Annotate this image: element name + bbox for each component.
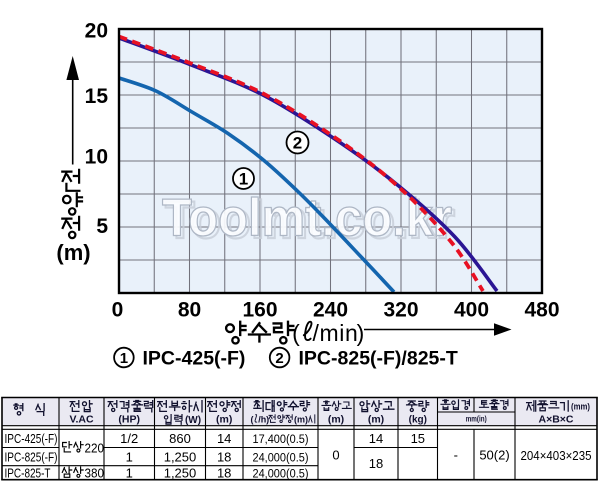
svg-text:2: 2 (293, 134, 302, 153)
svg-text:IPC-825-T: IPC-825-T (5, 465, 51, 480)
svg-text:mm(in): mm(in) (466, 414, 487, 424)
svg-text:5: 5 (96, 215, 108, 238)
svg-text:14: 14 (217, 431, 231, 446)
svg-text:IPC-825(-F)/825-T: IPC-825(-F)/825-T (299, 348, 458, 370)
svg-text:Toolmt.co.kr: Toolmt.co.kr (165, 191, 455, 250)
svg-text:Toolmt.co.kr: Toolmt.co.kr (162, 189, 452, 248)
svg-text:(mm): (mm) (571, 402, 590, 412)
svg-text:1: 1 (126, 465, 133, 480)
svg-text:240: 240 (313, 299, 348, 322)
svg-text:15: 15 (411, 431, 425, 446)
svg-text:IPC-425(-F): IPC-425(-F) (143, 348, 246, 370)
svg-text:20: 20 (85, 20, 108, 43)
svg-text:1: 1 (239, 170, 248, 189)
svg-text:(m): (m) (56, 240, 90, 265)
svg-text:1,250: 1,250 (164, 449, 197, 464)
svg-text:-: - (454, 448, 458, 463)
svg-text:(: ( (292, 320, 300, 346)
svg-text:15: 15 (85, 85, 109, 108)
svg-text:/min: /min (313, 320, 359, 346)
svg-text:V.AC: V.AC (69, 414, 94, 426)
svg-text:18: 18 (369, 456, 383, 471)
svg-text:/h): /h) (258, 415, 269, 425)
svg-text:(m): (m) (328, 414, 344, 426)
svg-text:14: 14 (369, 431, 383, 446)
svg-text:1: 1 (120, 350, 128, 367)
svg-text:(m): (m) (368, 414, 384, 426)
svg-text:2: 2 (275, 350, 283, 367)
svg-text:10: 10 (85, 146, 108, 169)
svg-text:(HP): (HP) (118, 414, 140, 426)
svg-text:80: 80 (178, 299, 201, 322)
svg-text:320: 320 (383, 299, 418, 322)
svg-text:18: 18 (217, 465, 231, 480)
svg-text:0: 0 (112, 299, 124, 322)
svg-text:17,400(0.5): 17,400(0.5) (253, 432, 309, 446)
svg-text:): ) (357, 320, 365, 346)
svg-text:1: 1 (126, 449, 133, 464)
svg-text:(m): (m) (216, 414, 232, 426)
svg-text:1,250: 1,250 (164, 465, 197, 480)
svg-text:(m): (m) (294, 415, 308, 425)
svg-text:IPC-425(-F): IPC-425(-F) (5, 431, 58, 446)
svg-text:380: 380 (85, 465, 105, 480)
svg-text:0: 0 (332, 448, 339, 463)
svg-text:204×403×235: 204×403×235 (521, 449, 592, 463)
svg-text:480: 480 (524, 299, 559, 322)
svg-text:IPC-825(-F): IPC-825(-F) (5, 449, 58, 464)
svg-text:(: ( (251, 415, 254, 425)
svg-text:400: 400 (454, 299, 489, 322)
svg-text:220: 220 (85, 440, 105, 455)
svg-text:1/2: 1/2 (120, 431, 138, 446)
svg-text:50(2): 50(2) (479, 448, 509, 463)
svg-text:18: 18 (217, 449, 231, 464)
svg-text:A×B×C: A×B×C (538, 414, 573, 426)
svg-text:24,000(0.5): 24,000(0.5) (253, 450, 309, 464)
svg-text:24,000(0.5): 24,000(0.5) (253, 466, 309, 480)
svg-text:160: 160 (242, 299, 277, 322)
svg-text:860: 860 (169, 431, 191, 446)
svg-text:(kg): (kg) (409, 415, 427, 426)
svg-text:(W): (W) (185, 415, 201, 426)
